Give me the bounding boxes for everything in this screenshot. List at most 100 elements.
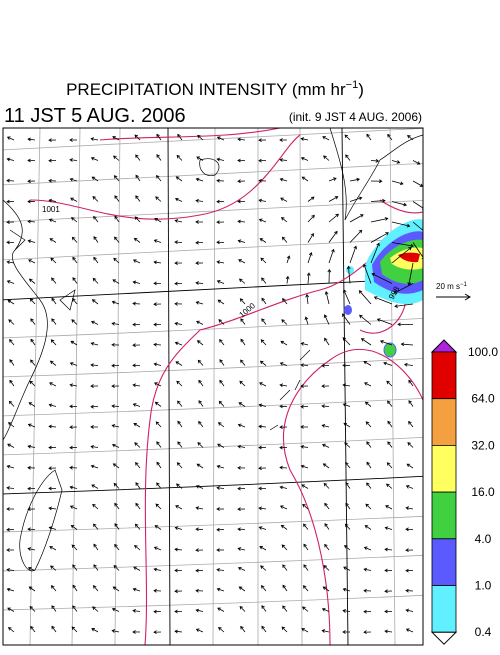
wind-arrow <box>174 609 183 614</box>
wind-arrow <box>370 158 380 163</box>
wind-arrow <box>366 482 372 489</box>
wind-arrow <box>153 546 162 551</box>
wind-arrow <box>216 568 225 572</box>
wind-arrow <box>69 404 78 409</box>
wind-arrow <box>132 630 141 634</box>
colorbar: 100.0 64.0 32.0 16.0 4.0 1.0 0.4 <box>430 339 498 645</box>
wind-arrow <box>30 359 36 366</box>
wind-arrow <box>281 626 288 633</box>
wind-arrow <box>349 214 364 223</box>
wind-arrow <box>365 503 372 510</box>
wind-arrow <box>321 443 330 448</box>
wind-arrow <box>29 606 36 612</box>
wind-arrow <box>174 629 183 634</box>
wind-arrow <box>371 272 393 284</box>
wind-arrow <box>258 158 267 163</box>
wind-arrow <box>156 461 162 469</box>
wind-arrow <box>307 251 313 264</box>
wind-arrow <box>92 196 99 202</box>
wind-arrow <box>133 237 141 243</box>
wind-arrow <box>218 319 225 325</box>
wind-arrow <box>114 502 120 510</box>
wind-arrow <box>323 314 330 325</box>
wind-arrow <box>111 384 120 388</box>
wind-arrow <box>90 384 99 388</box>
wind-arrow <box>135 502 141 510</box>
wind-arrow <box>285 275 290 284</box>
wind-arrow <box>27 465 36 470</box>
wind-arrow <box>363 630 372 635</box>
wind-arrow <box>280 340 288 346</box>
wind-arrow <box>112 279 120 284</box>
wind-arrow <box>69 485 78 490</box>
wind-arrow <box>391 201 408 207</box>
wind-arrow <box>405 506 414 511</box>
wind-arrow <box>391 180 404 186</box>
colorbar-under <box>430 631 458 645</box>
wind-arrow <box>405 628 414 633</box>
wind-arrow <box>279 505 288 510</box>
wind-arrow <box>345 482 351 489</box>
wind-arrow <box>342 587 351 592</box>
wind-arrow <box>307 196 315 202</box>
wind-arrow <box>363 546 372 551</box>
colorbar-label: 4.0 <box>475 532 492 546</box>
wind-arrow <box>412 201 423 210</box>
wind-arrow <box>69 505 78 510</box>
wind-arrow <box>323 565 330 571</box>
wind-arrow <box>403 362 414 367</box>
wind-arrow <box>174 321 183 326</box>
wind-arrow <box>300 404 309 409</box>
colorbar-segment <box>431 351 457 400</box>
wind-arrow <box>321 424 330 428</box>
wind-arrow <box>154 218 162 223</box>
wind-arrow <box>196 320 204 325</box>
wind-arrow <box>49 382 57 387</box>
wind-arrow <box>69 445 78 450</box>
wind-arrow <box>237 465 246 470</box>
wind-arrow <box>343 422 351 428</box>
wind-arrow <box>219 359 225 366</box>
wind-arrow <box>405 588 414 593</box>
wind-arrow <box>91 628 99 633</box>
wind-arrow <box>197 442 204 448</box>
wind-arrow <box>217 443 225 448</box>
wind-arrow <box>111 629 120 633</box>
wind-arrow <box>237 486 246 491</box>
wind-arrow <box>408 420 414 428</box>
wind-arrow <box>349 245 357 264</box>
wind-arrow <box>27 137 36 142</box>
wind-arrow <box>48 138 57 143</box>
wind-arrow <box>412 221 423 231</box>
wind-arrow <box>323 482 330 489</box>
wind-arrow <box>71 544 78 551</box>
wind-arrow <box>237 137 246 142</box>
wind-arrow <box>323 155 330 161</box>
colorbar-segment <box>431 538 457 586</box>
wind-arrow <box>93 236 99 243</box>
wind-arrow <box>238 402 246 407</box>
wind-arrow <box>387 441 393 448</box>
wind-arrow <box>132 322 141 327</box>
wind-arrow <box>6 280 15 284</box>
wind-arrow <box>342 630 351 634</box>
wind-arrow <box>6 157 15 162</box>
wind-arrow <box>91 299 99 305</box>
wind-arrow <box>90 363 99 367</box>
wind-arrow <box>91 176 99 182</box>
wind-arrow <box>237 527 246 532</box>
wind-arrow <box>112 586 120 592</box>
wind-arrow <box>153 260 162 265</box>
wind-arrow <box>405 527 414 532</box>
colorbar-over <box>430 339 458 353</box>
wind-arrow <box>240 359 246 366</box>
wind-arrow <box>195 588 204 593</box>
wind-arrow <box>386 380 393 387</box>
wind-arrow <box>405 608 414 613</box>
wind-arrow <box>70 217 78 223</box>
wind-arrow <box>154 525 162 530</box>
wind-arrow <box>48 486 57 491</box>
wind-arrow <box>197 134 204 141</box>
wind-arrow <box>370 179 383 184</box>
